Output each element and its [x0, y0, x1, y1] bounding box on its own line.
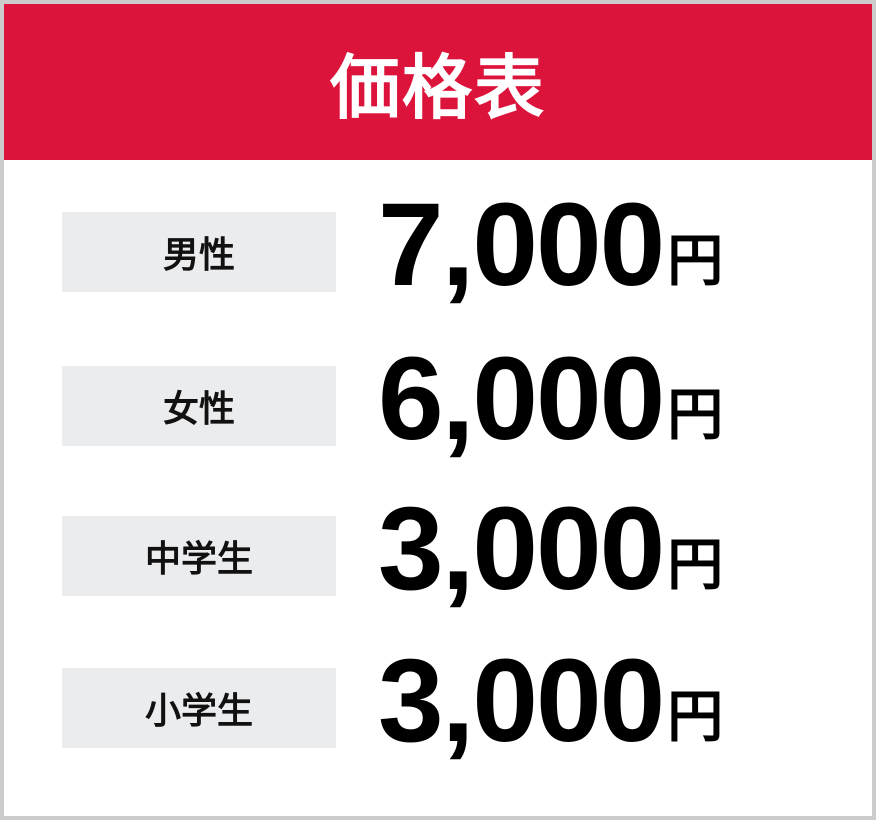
price-unit: 円	[667, 685, 724, 750]
price-row-female: 女性 6,000 円	[4, 340, 872, 458]
row-price: 7,000 円	[378, 179, 724, 311]
price-unit: 円	[667, 533, 724, 598]
price-row-elementary: 小学生 3,000 円	[4, 642, 872, 760]
row-label: 小学生	[62, 668, 336, 748]
price-unit: 円	[667, 229, 724, 294]
price-value: 6,000	[378, 333, 665, 465]
header-banner: 価格表	[4, 4, 872, 160]
row-price: 6,000 円	[378, 333, 724, 465]
page-title: 価格表	[330, 46, 546, 129]
price-unit: 円	[667, 383, 724, 448]
price-row-junior-high: 中学生 3,000 円	[4, 490, 872, 608]
price-value: 3,000	[378, 483, 665, 615]
row-label: 男性	[62, 212, 336, 292]
price-row-male: 男性 7,000 円	[4, 186, 872, 304]
price-value: 7,000	[378, 179, 665, 311]
row-label: 女性	[62, 366, 336, 446]
row-label: 中学生	[62, 516, 336, 596]
price-value: 3,000	[378, 635, 665, 767]
row-price: 3,000 円	[378, 483, 724, 615]
row-price: 3,000 円	[378, 635, 724, 767]
